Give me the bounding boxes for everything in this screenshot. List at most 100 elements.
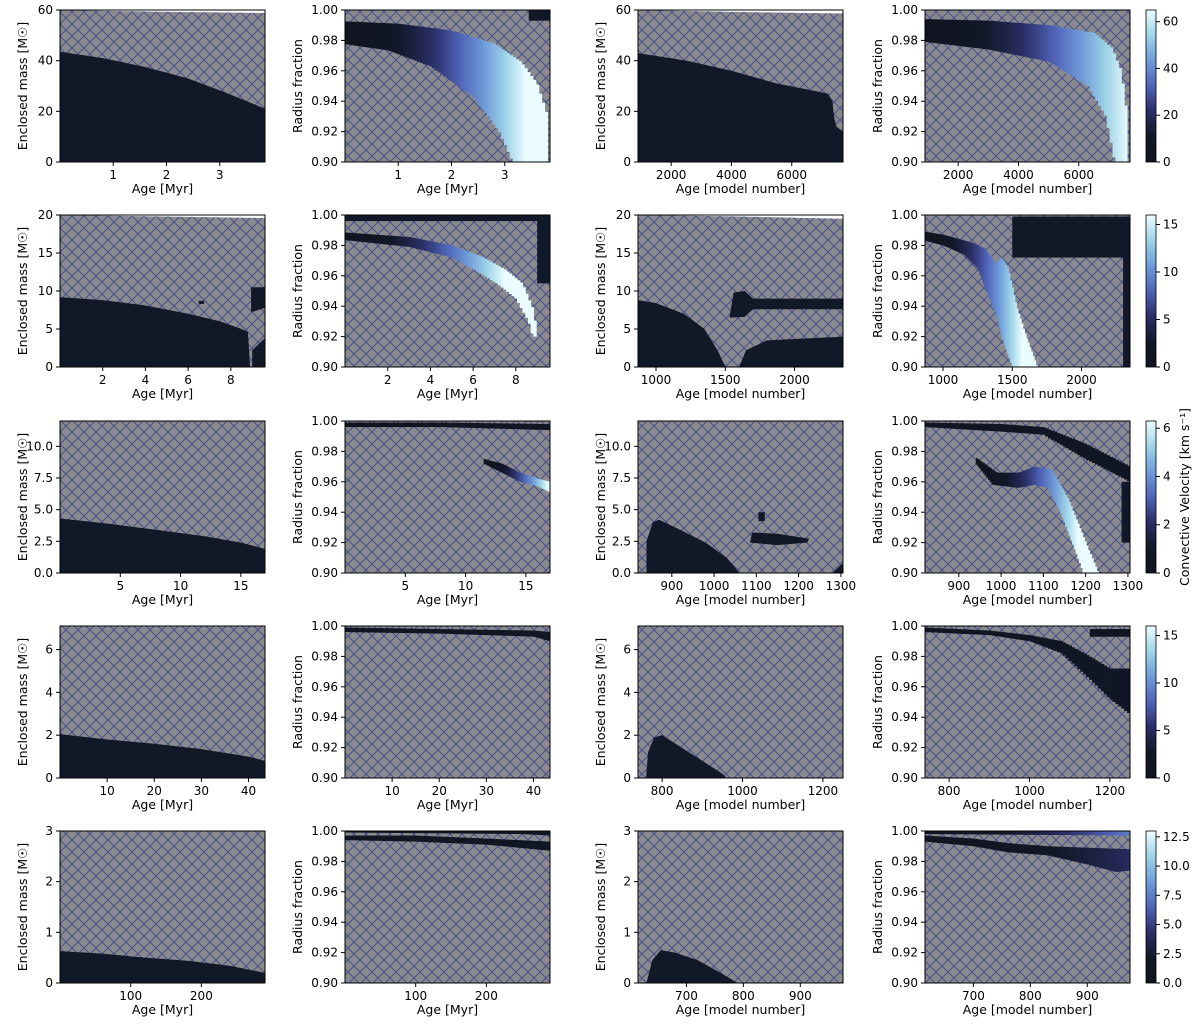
band-strip [1021, 831, 1026, 835]
band-strip [535, 478, 538, 486]
band-strip [949, 236, 952, 249]
band-strip [1091, 558, 1094, 573]
band-strip [402, 24, 407, 57]
y-tick-label: 0.94 [311, 710, 338, 724]
band-strip [444, 422, 449, 428]
x-tick-label: 1300 [1113, 579, 1144, 593]
band-strip [469, 36, 473, 96]
axes-frame [59, 830, 266, 984]
x-tick-label: 1000 [641, 373, 672, 387]
y-axis-label: Radius fraction [290, 39, 305, 133]
band-strip [1068, 847, 1073, 861]
y-axis-label: Radius fraction [870, 39, 885, 133]
x-tick-label: 1 [394, 168, 402, 182]
y-tick-label: 1.00 [891, 208, 918, 222]
y-tick-label: 0 [623, 155, 631, 169]
band-strip [1005, 264, 1008, 350]
band-strip [1056, 432, 1061, 444]
band-strip [535, 841, 539, 850]
y-tick-label: 0 [623, 976, 631, 990]
band-strip [939, 836, 944, 844]
axes-frame [637, 9, 844, 163]
band-strip [509, 831, 513, 834]
band-strip [1045, 468, 1049, 488]
band-strip [980, 839, 985, 848]
band-strip [513, 469, 516, 480]
band-strip [492, 263, 496, 282]
band-strip [992, 631, 996, 636]
x-tick-label: 20 [432, 784, 447, 798]
band-strip [1018, 425, 1023, 434]
band-strip [438, 629, 443, 634]
band-strip [1100, 663, 1105, 692]
band-strip [969, 242, 973, 262]
band-strip [470, 253, 474, 269]
band-strip [1083, 653, 1087, 675]
band-strip [501, 463, 504, 473]
convective-region [646, 735, 727, 778]
band-strip [936, 836, 941, 843]
band-strip [1048, 429, 1052, 439]
band-strip [529, 840, 534, 849]
band-strip [1032, 356, 1035, 367]
band-strip [491, 461, 493, 468]
band-strip [986, 630, 991, 636]
x-tick-label: 6000 [776, 168, 807, 182]
band-strip [424, 835, 428, 843]
convective-region [60, 518, 265, 573]
band-strip [428, 27, 433, 67]
x-tick-label: 800 [732, 989, 755, 1003]
band-strip [427, 628, 431, 634]
x-tick-label: 6 [184, 373, 192, 387]
band-strip [405, 236, 409, 247]
band-strip [925, 422, 929, 428]
band-strip [435, 831, 440, 834]
band-strip [408, 25, 413, 59]
band-strip [515, 470, 518, 481]
band-strip [1074, 648, 1078, 667]
band-strip [356, 627, 361, 633]
band-strip [930, 19, 935, 43]
band-strip [1103, 831, 1108, 836]
x-tick-label: 10 [458, 579, 473, 593]
band-strip [511, 468, 513, 478]
band-strip [1056, 846, 1061, 858]
band-strip [936, 19, 941, 44]
convective-region [1121, 481, 1130, 543]
band-strip [468, 837, 472, 844]
band-strip [1014, 22, 1018, 56]
y-axis-label: Enclosed mass [M☉] [593, 638, 608, 767]
convective-region [251, 287, 265, 313]
colorbar-tick-label: 0.0 [1163, 976, 1182, 990]
band-strip [930, 836, 935, 843]
convective-region [739, 336, 843, 367]
y-tick-label: 5 [45, 322, 53, 336]
band-strip [435, 422, 440, 428]
band-strip [1062, 846, 1067, 860]
y-tick-label: 1.00 [891, 414, 918, 428]
x-tick-label: 700 [675, 989, 698, 1003]
y-tick-label: 1.00 [311, 208, 338, 222]
band-strip [1050, 639, 1055, 650]
band-strip [496, 462, 499, 471]
band-strip [1042, 427, 1046, 435]
colorbar-tick-label: 5 [1163, 313, 1171, 327]
convective-region [1012, 216, 1130, 258]
x-tick-label: 1 [109, 168, 117, 182]
band-strip [527, 300, 532, 324]
y-tick-label: 0.98 [311, 649, 338, 663]
band-strip [1010, 472, 1014, 488]
band-strip [441, 422, 446, 428]
band-strip [546, 480, 548, 491]
panel-r1c2: 1 2 3 0.90 0.92 0.94 0.96 0.98 1.00 Age [Myr] Radi… [290, 3, 551, 196]
plot-area [925, 831, 1130, 983]
y-tick-label: 0 [623, 360, 631, 374]
band-strip [957, 837, 961, 845]
band-strip [933, 233, 936, 244]
band-strip [491, 629, 495, 636]
band-strip [517, 630, 522, 637]
convective-region [345, 215, 550, 222]
band-strip [937, 234, 941, 245]
band-strip [933, 831, 938, 835]
band-strip [1106, 848, 1111, 870]
